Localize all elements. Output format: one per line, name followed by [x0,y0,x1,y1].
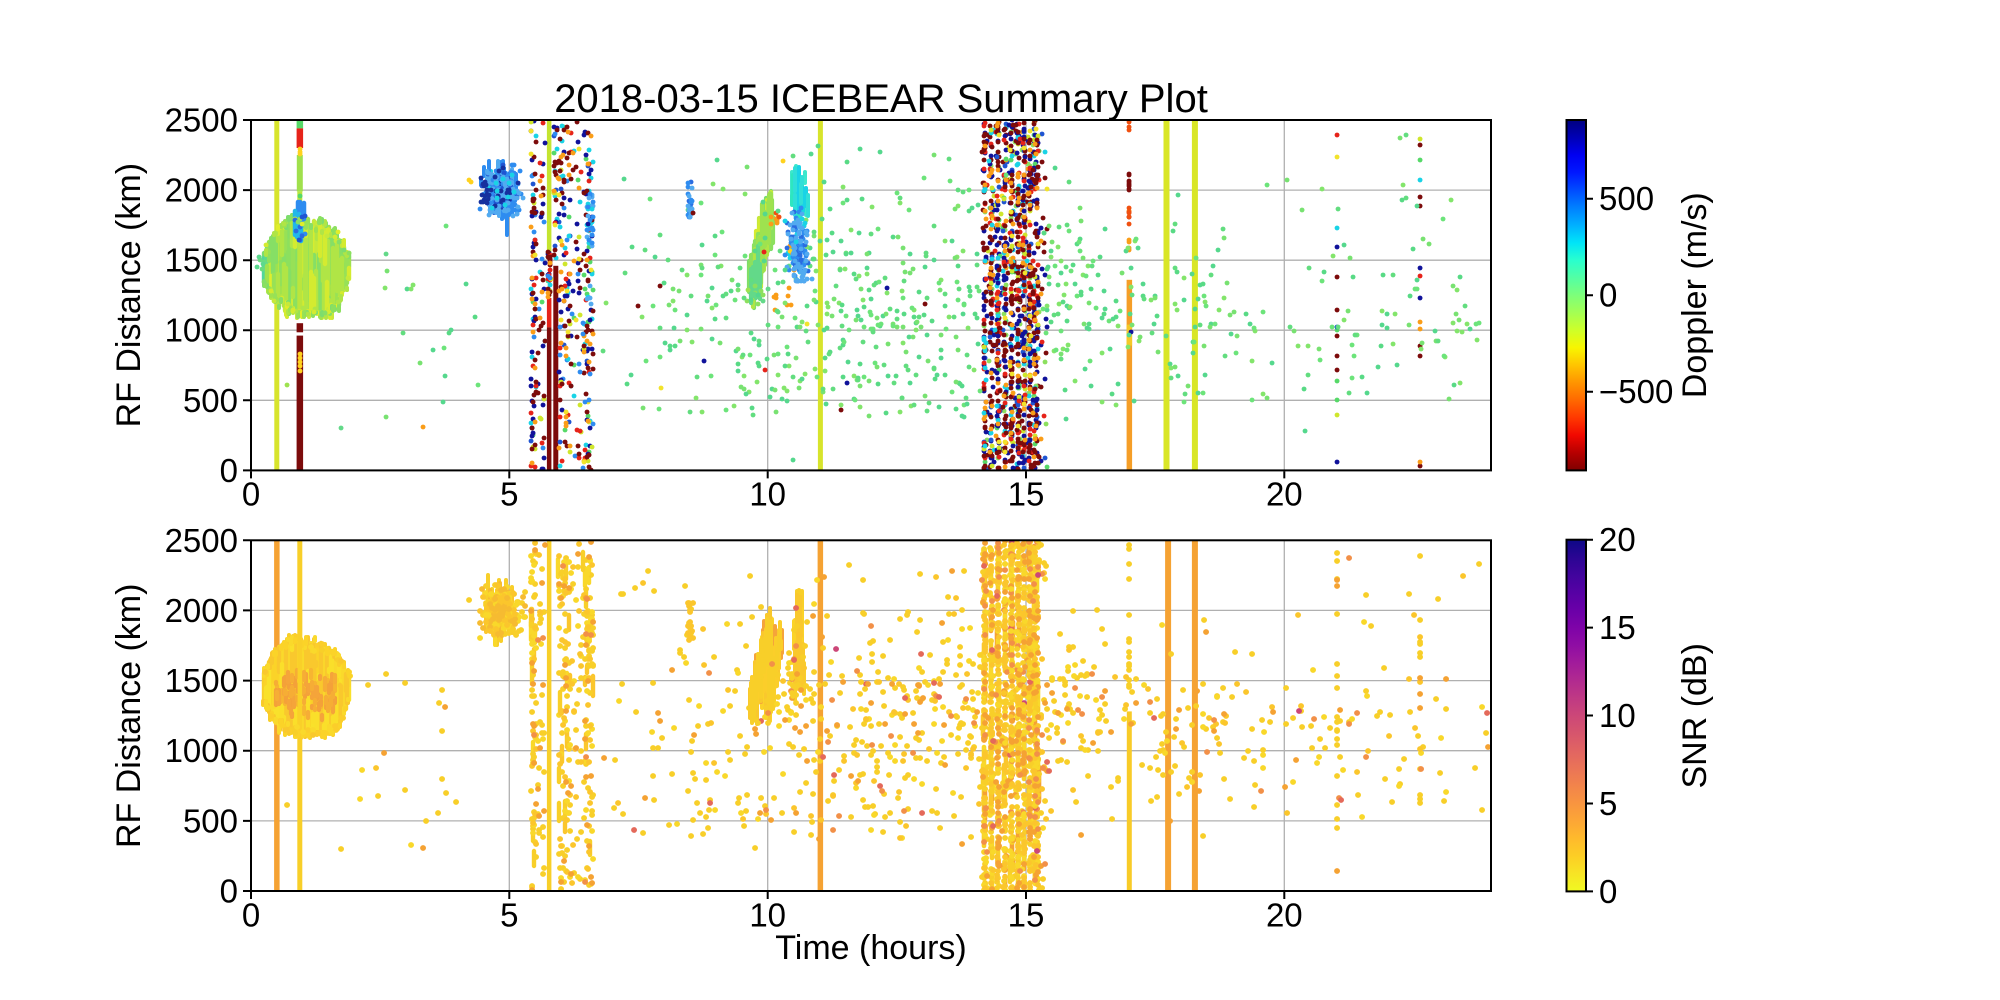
svg-text:5: 5 [1599,785,1617,822]
svg-text:2018-03-15 ICEBEAR Summary Plo: 2018-03-15 ICEBEAR Summary Plot [554,77,1208,121]
svg-text:500: 500 [183,382,238,419]
svg-text:10: 10 [749,897,786,934]
svg-text:1500: 1500 [165,242,238,279]
svg-text:1000: 1000 [165,312,238,349]
svg-text:SNR (dB): SNR (dB) [1676,643,1714,788]
svg-text:0: 0 [1599,873,1617,910]
svg-text:5: 5 [500,897,518,934]
svg-text:20: 20 [1266,897,1303,934]
svg-text:20: 20 [1266,475,1303,512]
svg-text:15: 15 [1008,897,1045,934]
svg-text:0: 0 [242,475,260,512]
svg-text:2000: 2000 [165,592,238,629]
svg-text:1000: 1000 [165,732,238,769]
svg-text:20: 20 [1599,521,1636,558]
svg-text:10: 10 [1599,697,1636,734]
svg-text:2500: 2500 [165,522,238,559]
svg-text:500: 500 [1599,180,1654,217]
svg-text:5: 5 [500,475,518,512]
svg-text:0: 0 [220,452,238,489]
svg-text:15: 15 [1008,475,1045,512]
svg-text:2000: 2000 [165,172,238,209]
svg-text:Doppler (m/s): Doppler (m/s) [1676,192,1714,398]
svg-text:RF Distance (km): RF Distance (km) [110,163,148,427]
svg-text:0: 0 [242,897,260,934]
svg-text:0: 0 [220,873,238,910]
svg-text:10: 10 [749,475,786,512]
svg-text:15: 15 [1599,609,1636,646]
svg-text:500: 500 [183,802,238,839]
svg-text:0: 0 [1599,277,1617,314]
svg-text:Time (hours): Time (hours) [775,929,966,967]
svg-text:1500: 1500 [165,662,238,699]
svg-text:−500: −500 [1599,373,1673,410]
svg-text:2500: 2500 [165,102,238,139]
svg-text:RF Distance (km): RF Distance (km) [110,584,148,848]
